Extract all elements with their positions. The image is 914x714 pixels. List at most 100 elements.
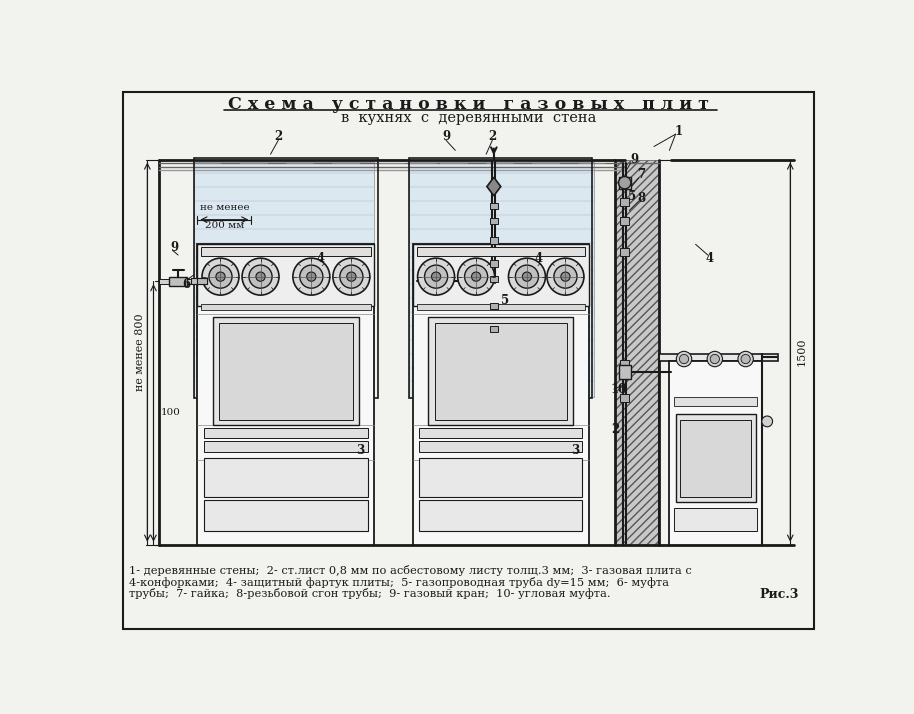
Circle shape [249,265,272,288]
Polygon shape [487,177,501,196]
Bar [429,318,573,426]
Circle shape [676,351,692,367]
Bar [420,428,582,438]
Bar [194,162,375,397]
Bar [204,500,368,531]
Bar [620,394,630,402]
Text: 9: 9 [630,153,638,166]
Bar [191,278,207,284]
Bar [490,237,498,243]
Bar [490,276,498,282]
Text: в  кухнях  с  деревянными  стена: в кухнях с деревянными стена [341,111,596,125]
Bar [420,441,582,452]
Bar [619,176,631,189]
Circle shape [346,272,356,281]
Circle shape [424,265,448,288]
Bar [413,244,589,306]
Bar [669,361,761,545]
Bar [680,420,751,497]
Circle shape [679,354,688,363]
Text: 2: 2 [488,130,496,143]
Text: 2: 2 [611,423,620,436]
Circle shape [300,265,323,288]
Text: 1- деревянные стены;  2- ст.лист 0,8 мм по асбестовому листу толщ.3 мм;  3- газо: 1- деревянные стены; 2- ст.лист 0,8 мм п… [129,565,692,576]
Circle shape [418,258,454,295]
Text: 8: 8 [638,191,645,205]
Circle shape [292,258,330,295]
Bar [197,244,375,306]
Circle shape [242,258,279,295]
Text: С х е м а   у с т а н о в к и   г а з о в ы х   п л и т: С х е м а у с т а н о в к и г а з о в ы … [228,96,709,113]
Text: не менее: не менее [199,203,250,212]
Circle shape [710,354,719,363]
Bar [204,458,368,497]
Text: 9: 9 [442,130,451,143]
Bar [490,203,498,209]
Circle shape [202,258,239,295]
Bar [674,397,757,406]
Circle shape [340,265,363,288]
Bar [204,441,368,452]
Circle shape [707,351,723,367]
Bar [201,246,371,256]
Text: 4: 4 [706,251,714,265]
Text: трубы;  7- гайка;  8-резьбовой сгон трубы;  9- газовый кран;  10- угловая муфта.: трубы; 7- гайка; 8-резьбовой сгон трубы;… [129,588,611,600]
Circle shape [508,258,546,295]
Text: 200 мм: 200 мм [205,221,244,230]
Bar [620,198,630,206]
Bar [213,318,359,426]
Text: 7: 7 [638,169,645,181]
Bar [659,353,778,361]
Circle shape [522,272,532,281]
Bar [420,500,582,531]
Bar [194,162,375,397]
Bar [620,248,630,256]
Bar [490,218,498,224]
Text: 3: 3 [571,444,579,457]
Bar [413,244,589,545]
Text: 10: 10 [611,383,627,396]
Text: 6: 6 [183,278,191,291]
Bar [417,246,585,256]
Text: 100: 100 [161,408,180,418]
Bar [197,244,375,545]
Circle shape [464,265,488,288]
Text: 1500: 1500 [796,338,806,366]
Bar [620,217,630,225]
Circle shape [256,272,265,281]
Circle shape [741,354,750,363]
Bar [490,303,498,309]
Bar [197,278,207,284]
Circle shape [216,272,225,281]
Bar [420,458,582,497]
Circle shape [554,265,577,288]
Bar [434,323,567,420]
Text: Рис.3: Рис.3 [760,588,799,601]
Bar [620,360,630,368]
Text: 5: 5 [501,294,509,307]
Bar [409,162,594,397]
Circle shape [561,272,570,281]
Text: 4: 4 [535,251,543,265]
Bar [159,279,209,283]
Circle shape [515,265,538,288]
Circle shape [547,258,584,295]
Circle shape [761,416,772,427]
Text: 3: 3 [356,444,364,457]
Text: 1: 1 [675,125,683,138]
Text: 9: 9 [170,241,178,254]
Text: 5: 5 [628,190,636,203]
Circle shape [738,351,753,367]
Bar [219,323,353,420]
Bar [204,428,368,438]
Text: 4-конфорками;  4- защитный фартук плиты;  5- газопроводная труба dy=15 мм;  6- м: 4-конфорками; 4- защитный фартук плиты; … [129,577,669,588]
Text: 4: 4 [316,251,324,265]
Circle shape [431,272,441,281]
Bar [490,326,498,332]
Bar [169,276,187,286]
Bar [194,158,378,398]
Bar [409,162,594,397]
Circle shape [333,258,370,295]
Circle shape [307,272,316,281]
Text: 2: 2 [274,130,282,143]
